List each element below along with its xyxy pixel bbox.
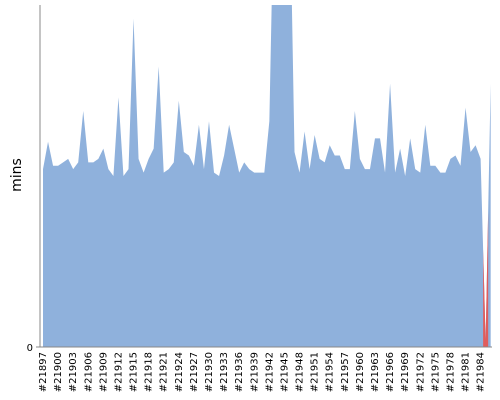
x-tick-label: #21984 xyxy=(476,352,487,392)
y-tick-label: 0 xyxy=(27,343,33,354)
x-tick-label: #21921 xyxy=(159,352,170,392)
x-tick-label: #21951 xyxy=(310,352,321,392)
x-tick-label: #21915 xyxy=(129,352,140,392)
x-tick-label: #21978 xyxy=(445,352,456,392)
x-tick-label: #21927 xyxy=(189,352,200,392)
y-axis-label: mins xyxy=(9,158,25,192)
x-tick-label: #21939 xyxy=(249,352,260,392)
x-tick-label: #21930 xyxy=(204,352,215,392)
x-tick-label: #21933 xyxy=(219,352,230,392)
area xyxy=(43,5,491,347)
x-tick-label: #21975 xyxy=(430,352,441,392)
x-tick-label: #21936 xyxy=(234,352,245,392)
x-tick-label: #21942 xyxy=(264,352,275,392)
x-tick-label: #21972 xyxy=(415,352,426,392)
x-tick-label: #21954 xyxy=(325,352,336,392)
x-tick-label: #21963 xyxy=(370,352,381,392)
failed-area xyxy=(483,211,489,347)
x-tick-label: #21960 xyxy=(355,352,366,392)
x-tick-label: #21918 xyxy=(144,352,155,392)
x-tick-label: #21966 xyxy=(385,352,396,392)
x-tick-label: #21948 xyxy=(295,352,306,392)
x-tick-label: #21906 xyxy=(83,352,94,392)
x-tick-label: #21900 xyxy=(53,352,64,392)
x-tick-label: #21912 xyxy=(113,352,124,392)
x-tick-label: #21945 xyxy=(279,352,290,392)
x-tick-label: #21909 xyxy=(98,352,109,392)
x-tick-label: #21903 xyxy=(68,352,79,392)
x-tick-label: #21897 xyxy=(38,352,49,392)
x-tick-label: #21981 xyxy=(461,352,472,392)
x-tick-label: #21957 xyxy=(340,352,351,392)
x-tick-label: #21969 xyxy=(400,352,411,392)
x-tick-label: #21924 xyxy=(174,352,185,392)
